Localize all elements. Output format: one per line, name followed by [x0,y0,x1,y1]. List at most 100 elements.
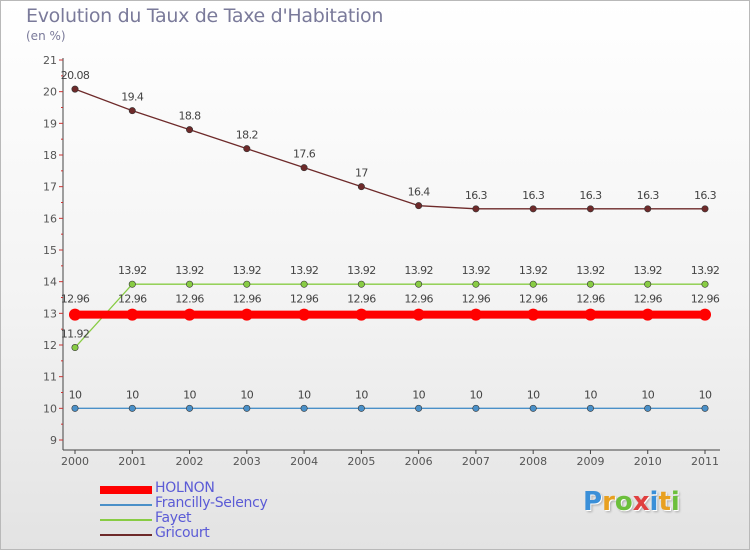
data-point [300,164,308,172]
logo-letter: r [602,487,615,517]
data-point [586,404,594,412]
data-label: 10 [240,388,253,401]
data-label: 16.3 [637,189,660,202]
x-tick-label: 2000 [61,455,89,468]
y-tick-label: 20 [43,86,57,99]
data-label: 11.92 [61,328,90,341]
data-label: 13.92 [404,264,433,277]
x-tick-label: 2007 [462,455,490,468]
axes: 9 10 11 12 13 14 15 16 17 18 19 20 21 2000 2001 2002 200… [43,54,720,468]
y-tick-label: 18 [43,149,57,162]
data-label: 17 [355,167,368,180]
logo-letter: i [670,487,680,517]
data-label: 13.92 [576,264,605,277]
data-label: 13.92 [691,264,720,277]
data-point [243,280,251,288]
data-point [415,280,423,288]
data-point [71,85,79,93]
y-tick-label: 19 [43,117,57,130]
y-tick-label: 12 [43,339,57,352]
data-point [472,404,480,412]
series-line-fayet [74,283,705,348]
series-points [69,85,711,412]
data-label: 10 [584,388,597,401]
data-point [529,280,537,288]
data-label: 13.92 [633,264,662,277]
x-tick-label: 2006 [405,455,433,468]
data-label: 10 [412,388,425,401]
x-tick-label: 2008 [519,455,547,468]
data-point [584,308,597,321]
data-label: 18.2 [236,129,258,142]
data-label: 16.4 [408,186,431,199]
proxiti-logo: Proxiti [583,487,680,517]
data-label: 20.08 [61,69,90,82]
data-label: 16.3 [694,189,717,202]
data-point [699,308,711,321]
logo-letter: P [583,487,603,517]
y-tick-label: 15 [43,244,57,257]
data-point [415,404,423,412]
data-label: 13.92 [118,264,147,277]
data-point [641,308,654,321]
legend-swatch [100,534,152,536]
data-label: 12.96 [519,293,548,306]
data-point [357,280,365,288]
data-point [701,280,709,288]
series-lines [74,88,705,409]
data-point [357,404,365,412]
data-point [126,308,139,321]
data-label: 12.96 [691,293,720,306]
logo-letter: x [632,487,650,517]
data-label: 16.3 [579,189,602,202]
data-label: 13.92 [462,264,491,277]
x-tick-label: 2003 [233,455,261,468]
y-tick-label: 11 [43,371,57,384]
data-point [644,280,652,288]
data-point [529,404,537,412]
data-label: 10 [183,388,196,401]
data-point [472,280,480,288]
x-tick-label: 2010 [634,455,662,468]
logo-letter: o [614,487,633,517]
data-point [644,404,652,412]
data-label: 12.96 [175,293,204,306]
data-point [300,404,308,412]
legend-label: HOLNON [155,480,215,496]
data-label: 12.96 [61,293,90,306]
data-point [529,205,537,213]
legend-label: Fayet [155,510,192,526]
data-point [240,308,253,321]
x-tick-label: 2009 [576,455,604,468]
data-label: 10 [355,388,368,401]
y-tick-label: 13 [43,307,57,320]
y-tick-label: 21 [43,54,57,67]
data-point [472,205,480,213]
data-point [128,107,136,115]
data-label: 17.6 [293,148,316,161]
data-point [69,308,81,321]
data-point [355,308,368,321]
data-point [469,308,482,321]
data-point [186,280,194,288]
y-tick-label: 9 [50,434,57,447]
data-point [357,183,365,191]
data-point [415,202,423,210]
data-label: 13.92 [175,264,204,277]
data-label: 18.8 [178,110,201,123]
legend-label: Francilly-Selency [155,495,268,511]
data-point [128,280,136,288]
data-label: 10 [470,388,483,401]
data-point [300,280,308,288]
y-tick-label: 17 [43,181,57,194]
data-label: 10 [69,388,82,401]
data-point [183,308,196,321]
data-point [298,308,311,321]
chart-unit: (en %) [26,29,66,43]
legend-swatch [100,486,152,494]
data-label: 12.96 [462,293,491,306]
data-label: 12.96 [290,293,319,306]
data-label: 10 [126,388,139,401]
data-label: 16.3 [465,189,488,202]
